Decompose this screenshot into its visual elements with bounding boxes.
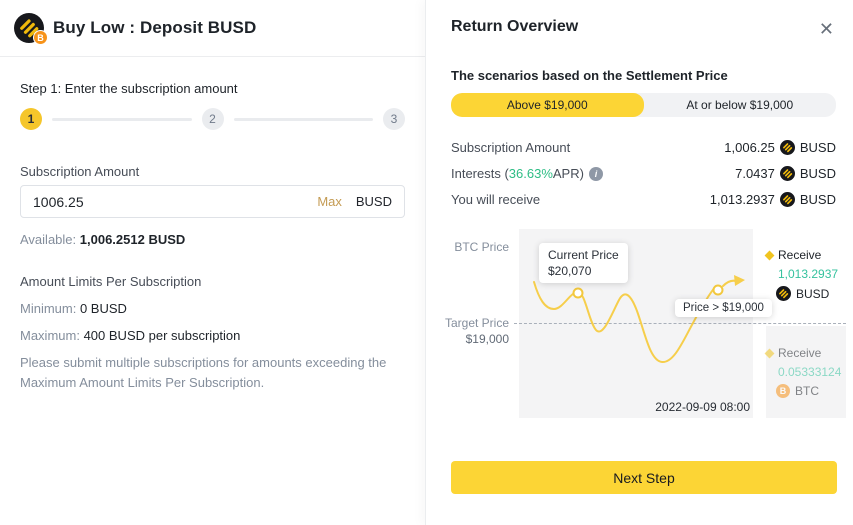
legend-label: Receive: [778, 248, 822, 262]
legend-amount: 0.05333124: [778, 365, 842, 379]
scenario-toggle: Above $19,000 At or below $19,000: [451, 93, 836, 117]
available-value: 1,006.2512 BUSD: [79, 232, 186, 247]
btc-badge-icon: B: [33, 30, 48, 45]
row-label: You will receive: [451, 192, 541, 207]
row-label: Subscription Amount: [451, 140, 571, 155]
close-icon[interactable]: ✕: [818, 19, 834, 39]
busd-coin-icon: [779, 166, 795, 181]
diamond-icon: [764, 250, 775, 260]
limits-title: Amount Limits Per Subscription: [20, 274, 202, 289]
legend-receive-btc-box: Receive 0.05333124 B BTC: [764, 326, 846, 418]
busd-btc-coin-icon: B: [14, 13, 48, 45]
busd-coin-icon: [779, 140, 795, 155]
busd-coin-icon: [779, 192, 795, 207]
minimum-limit: Minimum: 0 BUSD: [20, 301, 405, 316]
btc-coin-icon: B: [776, 384, 790, 398]
subscription-amount-row: Subscription Amount 1,006.25 BUSD: [451, 140, 836, 155]
interests-value: 7.0437: [735, 166, 775, 181]
subscription-amount-value: 1,006.25: [724, 140, 775, 155]
legend-label: Receive: [778, 346, 822, 360]
minimum-label: Minimum:: [20, 301, 77, 316]
current-price-value: $20,070: [548, 264, 592, 278]
subscription-amount-input[interactable]: [33, 193, 304, 210]
info-icon[interactable]: i: [588, 166, 603, 181]
product-header: B Buy Low : Deposit BUSD: [0, 0, 425, 57]
interests-label-suffix: APR): [552, 166, 584, 181]
target-price-dashed-line: [514, 323, 846, 324]
target-price-value: $19,000: [465, 332, 509, 346]
currency-label: BUSD: [355, 194, 392, 209]
legend-unit: BTC: [795, 384, 819, 398]
tab-above-target[interactable]: Above $19,000: [451, 93, 644, 117]
minimum-value: 0 BUSD: [79, 301, 127, 316]
step-1-circle: 1: [20, 108, 42, 130]
step-3-circle: 3: [383, 108, 405, 130]
current-price-tooltip: Current Price $20,070: [539, 243, 628, 283]
stepper: 1 2 3: [20, 108, 405, 130]
available-label: Available:: [20, 232, 77, 247]
scenario-chart: BTC Price Target Price $19,000 Current P…: [444, 229, 846, 419]
available-balance: Available: 1,006.2512 BUSD: [20, 232, 405, 247]
receive-value: 1,013.2937: [709, 192, 775, 207]
step-2-circle: 2: [201, 108, 224, 130]
legend-unit: BUSD: [796, 286, 830, 301]
target-price-label: Target Price: [444, 316, 509, 330]
interests-row: Interests (36.63% APR) i 7.0437 BUSD: [451, 166, 836, 181]
legend-receive-btc: Receive 0.05333124 B BTC: [764, 326, 846, 398]
outcome-tooltip: Price > $19,000: [675, 299, 772, 317]
row-value: 7.0437 BUSD: [735, 166, 836, 181]
row-label: Interests (36.63% APR) i: [451, 166, 603, 181]
price-curve: [533, 275, 745, 363]
row-unit: BUSD: [799, 140, 836, 155]
busd-coin-icon: [776, 286, 791, 301]
subscription-panel: B Buy Low : Deposit BUSD Step 1: Enter t…: [0, 0, 425, 525]
limits-note: Please submit multiple subscriptions for…: [20, 355, 387, 390]
legend-receive-busd: Receive 1,013.2937 BUSD: [764, 248, 839, 301]
maximum-limit: Maximum: 400 BUSD per subscription: [20, 328, 405, 343]
row-value: 1,006.25 BUSD: [724, 140, 836, 155]
chart-timestamp: 2022-09-09 08:00: [655, 400, 750, 414]
return-overview-drawer: Return Overview ✕ The scenarios based on…: [425, 0, 853, 525]
tab-at-or-below-target[interactable]: At or below $19,000: [686, 98, 794, 112]
current-price-title: Current Price: [548, 248, 619, 262]
row-value: 1,013.2937 BUSD: [710, 192, 836, 207]
legend-amount: 1,013.2937: [778, 267, 839, 281]
diamond-icon: [764, 348, 775, 358]
drawer-title: Return Overview: [451, 18, 579, 35]
subscription-amount-field[interactable]: Max BUSD: [20, 185, 405, 218]
step-connector: [233, 117, 373, 121]
interests-label-prefix: Interests (: [451, 166, 509, 181]
max-button[interactable]: Max: [317, 194, 342, 209]
y-axis-label: BTC Price: [454, 240, 509, 254]
row-unit: BUSD: [799, 192, 836, 207]
step-label: Step 1: Enter the subscription amount: [20, 81, 238, 96]
row-unit: BUSD: [799, 166, 836, 181]
apr-value: 36.63%: [508, 166, 553, 181]
step-connector: [52, 117, 192, 121]
next-step-button[interactable]: Next Step: [451, 461, 837, 494]
scenarios-heading: The scenarios based on the Settlement Pr…: [451, 68, 728, 83]
page-title: Buy Low : Deposit BUSD: [53, 18, 257, 37]
subscription-amount-label: Subscription Amount: [20, 164, 140, 179]
maximum-value: 400 BUSD per subscription: [83, 328, 241, 343]
tooltip-pointer: [570, 277, 582, 284]
maximum-label: Maximum:: [20, 328, 80, 343]
you-will-receive-row: You will receive 1,013.2937 BUSD: [451, 192, 836, 207]
